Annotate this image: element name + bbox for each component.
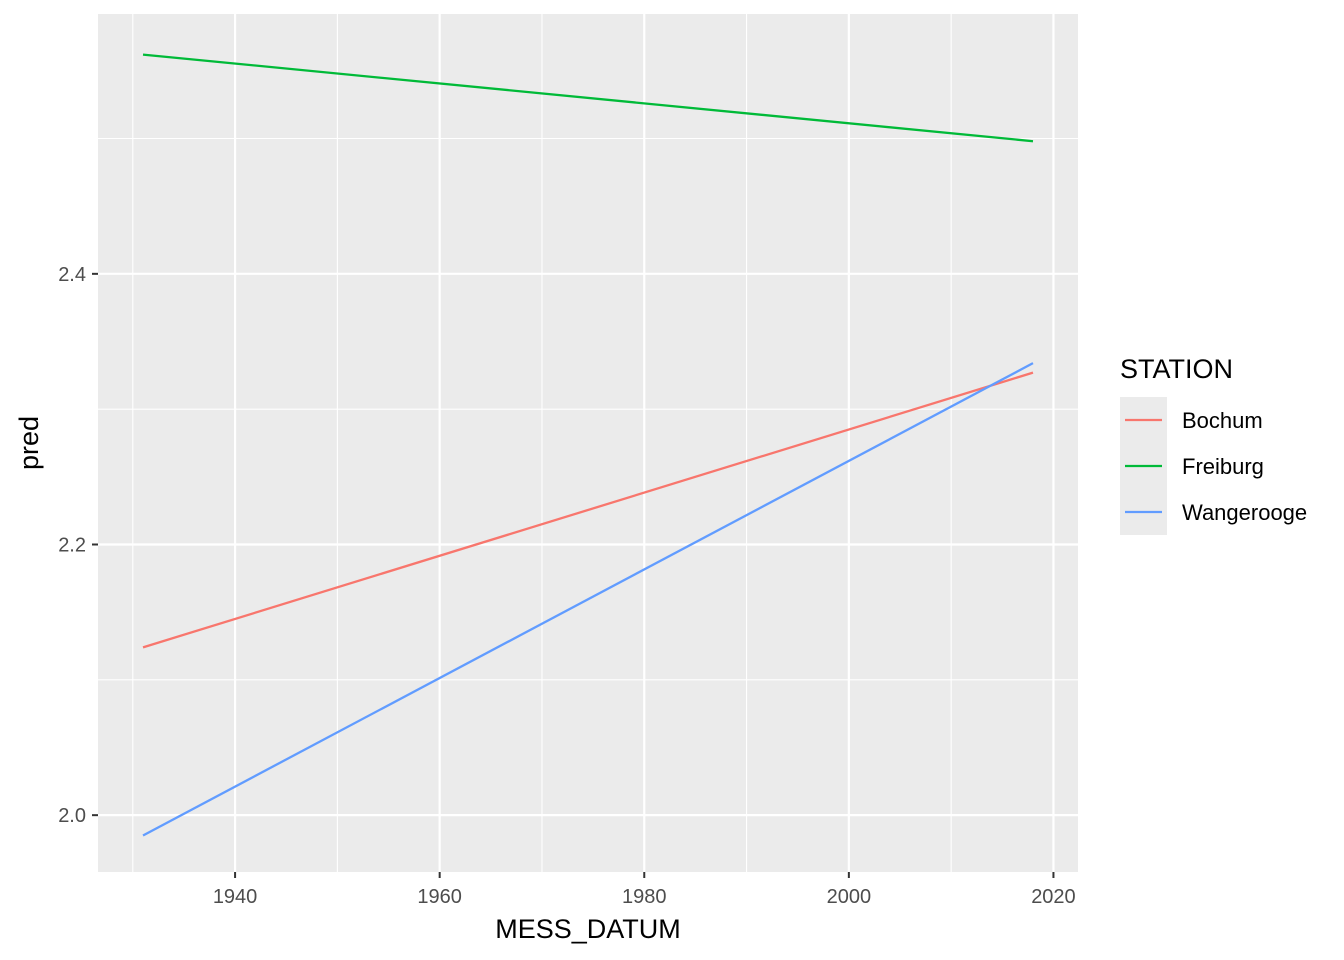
y-tick-label: 2.4	[58, 264, 86, 286]
series-line-bochum	[142, 371, 1034, 649]
legend-label-freiburg: Freiburg	[1182, 454, 1264, 479]
series-line-wangerooge	[142, 362, 1034, 837]
y-tick-label: 2.2	[58, 534, 86, 556]
x-tick-label: 1980	[622, 886, 667, 908]
major-gridlines	[98, 14, 1078, 872]
x-tick-label: 1960	[417, 886, 462, 908]
y-tick-label: 2.0	[58, 805, 86, 827]
x-axis: 1940 1960 1980 2000 2020	[213, 872, 1076, 908]
legend-label-wangerooge: Wangerooge	[1182, 500, 1307, 525]
x-tick-label: 1940	[213, 886, 258, 908]
minor-gridlines	[98, 14, 1078, 872]
legend-label-bochum: Bochum	[1182, 408, 1263, 433]
x-tick-label: 2000	[827, 886, 872, 908]
legend: STATION Bochum Freiburg Wangerooge	[1120, 354, 1307, 535]
legend-title: STATION	[1120, 354, 1233, 384]
x-axis-title: MESS_DATUM	[495, 914, 681, 944]
series-lines	[142, 53, 1034, 837]
x-tick-label: 2020	[1031, 886, 1076, 908]
series-line-freiburg	[142, 53, 1034, 143]
y-axis: 2.0 2.2 2.4	[58, 264, 98, 827]
plot-panel-background	[98, 14, 1078, 872]
y-axis-title: pred	[14, 416, 44, 470]
